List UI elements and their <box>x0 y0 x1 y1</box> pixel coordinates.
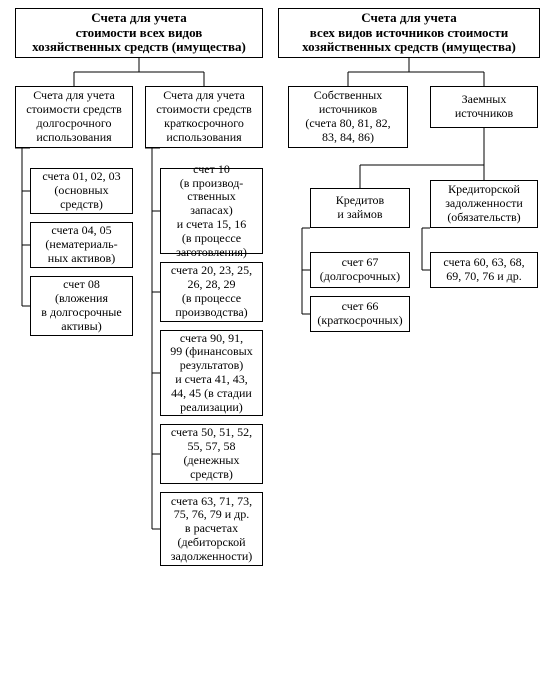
b2c1l2-l2: (краткосрочных) <box>317 313 402 327</box>
root-sources-l2: всех видов источников стоимости <box>310 25 508 40</box>
a2l2-l3: (в процессе <box>182 291 241 305</box>
a2l5-l5: задолженности) <box>171 549 253 563</box>
diagram-stage: Счета для учета стоимости всех видов хоз… <box>0 0 552 688</box>
node-short-term-assets: Счета для учета стоимости средств кратко… <box>145 86 263 148</box>
a2l1-l2: (в производ- <box>180 176 244 190</box>
a1-l1: Счета для учета <box>33 88 115 102</box>
a2l3-l5: 44, 45 (в стадии <box>171 386 252 400</box>
a2l1-l6: заготовления) <box>176 245 247 259</box>
a2l2-l1: счета 20, 23, 25, <box>171 263 252 277</box>
a2l4-l1: счета 50, 51, 52, <box>171 425 252 439</box>
b1-l1: Собственных <box>314 88 383 102</box>
leaf-accounts-04-05: счета 04, 05 (нематериаль- ных активов) <box>30 222 133 268</box>
leaf-account-66: счет 66 (краткосрочных) <box>310 296 410 332</box>
a2l3-l3: результатов) <box>180 358 244 372</box>
a2l3-l6: реализации) <box>180 400 243 414</box>
a2l1-l5: (в процессе <box>182 231 241 245</box>
a1-l4: использования <box>36 130 111 144</box>
a1l1-l3: средств) <box>60 197 103 211</box>
leaf-accounts-20-etc: счета 20, 23, 25, 26, 28, 29 (в процессе… <box>160 262 263 322</box>
a2-l2: стоимости средств <box>156 102 252 116</box>
root-assets-l1: Счета для учета <box>91 10 186 25</box>
a2l2-l4: производства) <box>175 305 247 319</box>
a2l1-l1: счет 10 <box>193 162 230 176</box>
b1-l2: источников <box>319 102 377 116</box>
root-assets-l3: хозяйственных средств (имущества) <box>32 39 246 54</box>
a1l2-l3: ных активов) <box>48 251 115 265</box>
b2c1l2-l1: счет 66 <box>342 299 379 313</box>
leaf-accounts-90-etc: счета 90, 91, 99 (финансовых результатов… <box>160 330 263 416</box>
a2l3-l1: счета 90, 91, <box>180 331 243 345</box>
leaf-accounts-01-02-03: счета 01, 02, 03 (основных средств) <box>30 168 133 214</box>
a2l1-l3: ственных запасах) <box>187 189 235 217</box>
node-payables: Кредиторской задолженности (обязательств… <box>430 180 538 228</box>
a1l3-l4: активы) <box>61 319 101 333</box>
a2-l4: использования <box>166 130 241 144</box>
leaf-accounts-63-etc: счета 63, 71, 73, 75, 76, 79 и др. в рас… <box>160 492 263 566</box>
a1l2-l2: (нематериаль- <box>45 237 117 251</box>
b2-l1: Заемных <box>462 92 507 106</box>
leaf-account-10-15-16: счет 10 (в производ- ственных запасах) и… <box>160 168 263 254</box>
a1l3-l3: в долгосрочные <box>41 305 121 319</box>
a2l3-l4: и счета 41, 43, <box>175 372 248 386</box>
a1l3-l1: счет 08 <box>63 277 100 291</box>
root-sources: Счета для учета всех видов источников ст… <box>278 8 540 58</box>
a1l1-l1: счета 01, 02, 03 <box>42 169 120 183</box>
leaf-accounts-60-etc: счета 60, 63, 68, 69, 70, 76 и др. <box>430 252 538 288</box>
b2c2l-l1: счета 60, 63, 68, <box>443 255 524 269</box>
b2c2-l3: (обязательств) <box>447 210 520 224</box>
leaf-account-67: счет 67 (долгосрочных) <box>310 252 410 288</box>
a2l1-l4: и счета 15, 16 <box>177 217 247 231</box>
a2l2-l2: 26, 28, 29 <box>187 277 235 291</box>
a1-l2: стоимости средств <box>26 102 122 116</box>
node-credits-loans: Кредитов и займов <box>310 188 410 228</box>
leaf-account-08: счет 08 (вложения в долгосрочные активы) <box>30 276 133 336</box>
a2l3-l2: 99 (финансовых <box>170 344 252 358</box>
a2l4-l3: (денежных <box>184 453 240 467</box>
root-sources-l1: Счета для учета <box>361 10 456 25</box>
a1l2-l1: счета 04, 05 <box>51 223 111 237</box>
b2c1-l1: Кредитов <box>336 193 384 207</box>
node-borrowed-sources: Заемных источников <box>430 86 538 128</box>
node-long-term-assets: Счета для учета стоимости средств долгос… <box>15 86 133 148</box>
a1-l3: долгосрочного <box>37 116 112 130</box>
a2l4-l4: средств) <box>190 467 233 481</box>
a2l4-l2: 55, 57, 58 <box>187 439 235 453</box>
leaf-accounts-50-etc: счета 50, 51, 52, 55, 57, 58 (денежных с… <box>160 424 263 484</box>
node-own-sources: Собственных источников (счета 80, 81, 82… <box>288 86 408 148</box>
a2l5-l1: счета 63, 71, 73, <box>171 494 252 508</box>
a1l3-l2: (вложения <box>55 291 108 305</box>
b2c2-l2: задолженности <box>445 196 523 210</box>
b1-l3: (счета 80, 81, 82, <box>305 116 390 130</box>
b1-l4: 83, 84, 86) <box>322 130 374 144</box>
a2l5-l3: в расчетах <box>185 521 238 535</box>
b2c1-l2: и займов <box>337 207 382 221</box>
a2l5-l4: (дебиторской <box>177 535 245 549</box>
b2c1l1-l2: (долгосрочных) <box>320 269 400 283</box>
b2-l2: источников <box>455 106 513 120</box>
a2-l3: краткосрочного <box>164 116 244 130</box>
root-assets-l2: стоимости всех видов <box>76 25 203 40</box>
a2-l1: Счета для учета <box>163 88 245 102</box>
a1l1-l2: (основных <box>54 183 108 197</box>
b2c2-l1: Кредиторской <box>448 182 520 196</box>
root-assets: Счета для учета стоимости всех видов хоз… <box>15 8 263 58</box>
b2c1l1-l1: счет 67 <box>342 255 379 269</box>
a2l5-l2: 75, 76, 79 и др. <box>174 507 250 521</box>
b2c2l-l2: 69, 70, 76 и др. <box>446 269 522 283</box>
root-sources-l3: хозяйственных средств (имущества) <box>302 39 516 54</box>
